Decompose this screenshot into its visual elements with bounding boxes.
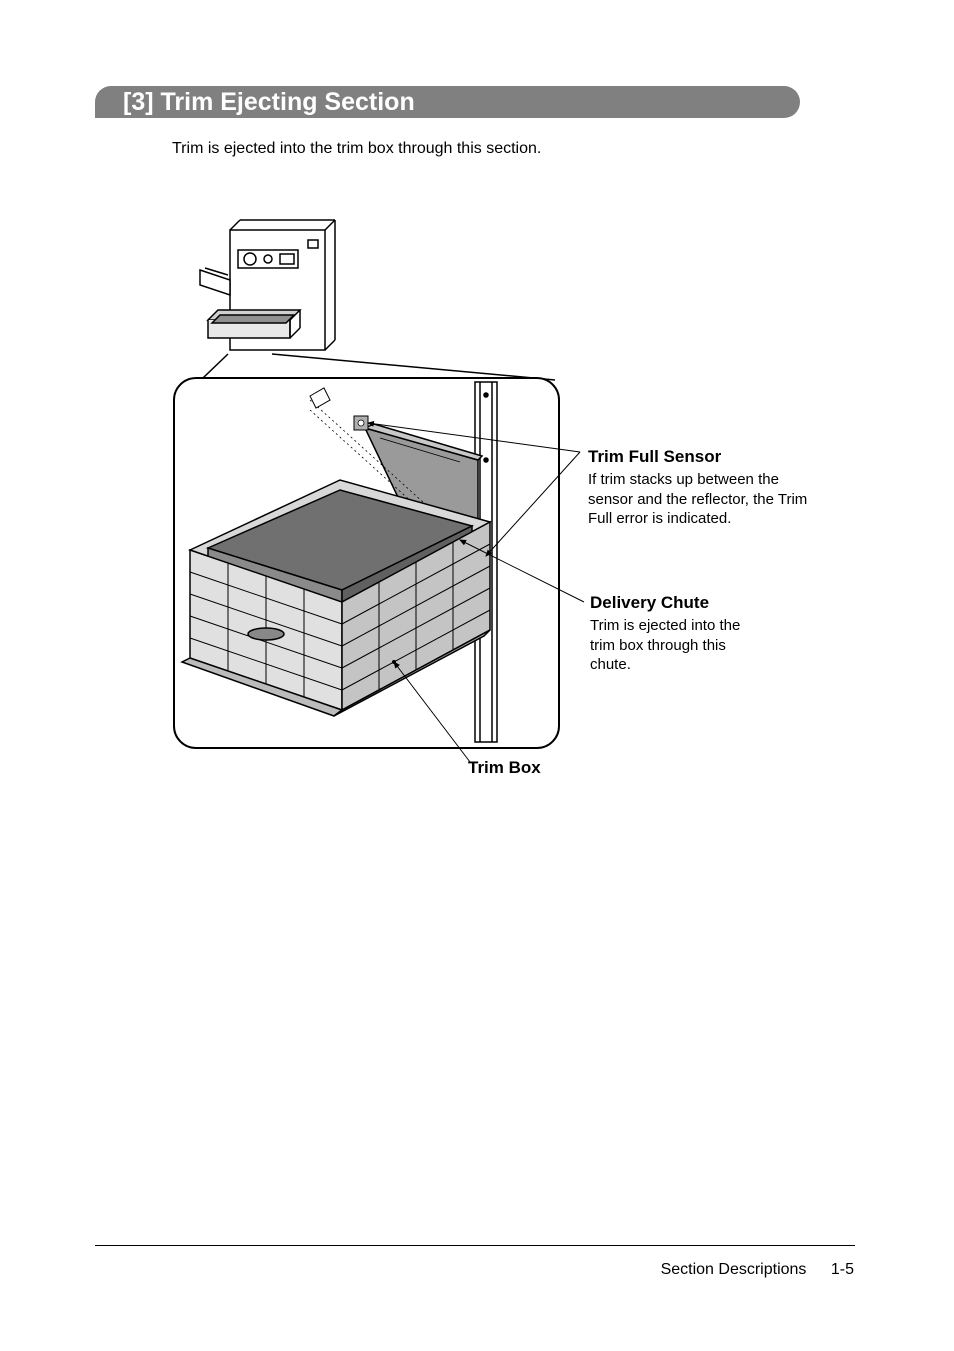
intro-paragraph: Trim is ejected into the trim box throug… xyxy=(172,140,541,158)
callout-body-trim-full-sensor: If trim stacks up between the sensor and… xyxy=(588,470,808,529)
footer-page-number: 1-5 xyxy=(831,1261,854,1278)
footer-divider xyxy=(95,1245,855,1246)
section-heading-bar: [3] Trim Ejecting Section xyxy=(95,86,800,118)
diagram-container: Trim Full Sensor If trim stacks up betwe… xyxy=(160,210,820,790)
callout-body-delivery-chute: Trim is ejected into the trim box throug… xyxy=(590,616,760,675)
callout-trim-box-label: Trim Box xyxy=(468,758,541,778)
section-heading-title: [3] Trim Ejecting Section xyxy=(123,88,415,117)
footer: Section Descriptions 1-5 xyxy=(661,1261,854,1279)
callout-title-trim-full-sensor: Trim Full Sensor xyxy=(588,446,808,468)
callout-title-delivery-chute: Delivery Chute xyxy=(590,592,760,614)
overview-machine-icon xyxy=(200,220,335,350)
callout-delivery-chute: Delivery Chute Trim is ejected into the … xyxy=(590,592,760,675)
footer-section-name: Section Descriptions xyxy=(661,1261,807,1278)
callout-trim-full-sensor: Trim Full Sensor If trim stacks up betwe… xyxy=(588,446,808,529)
